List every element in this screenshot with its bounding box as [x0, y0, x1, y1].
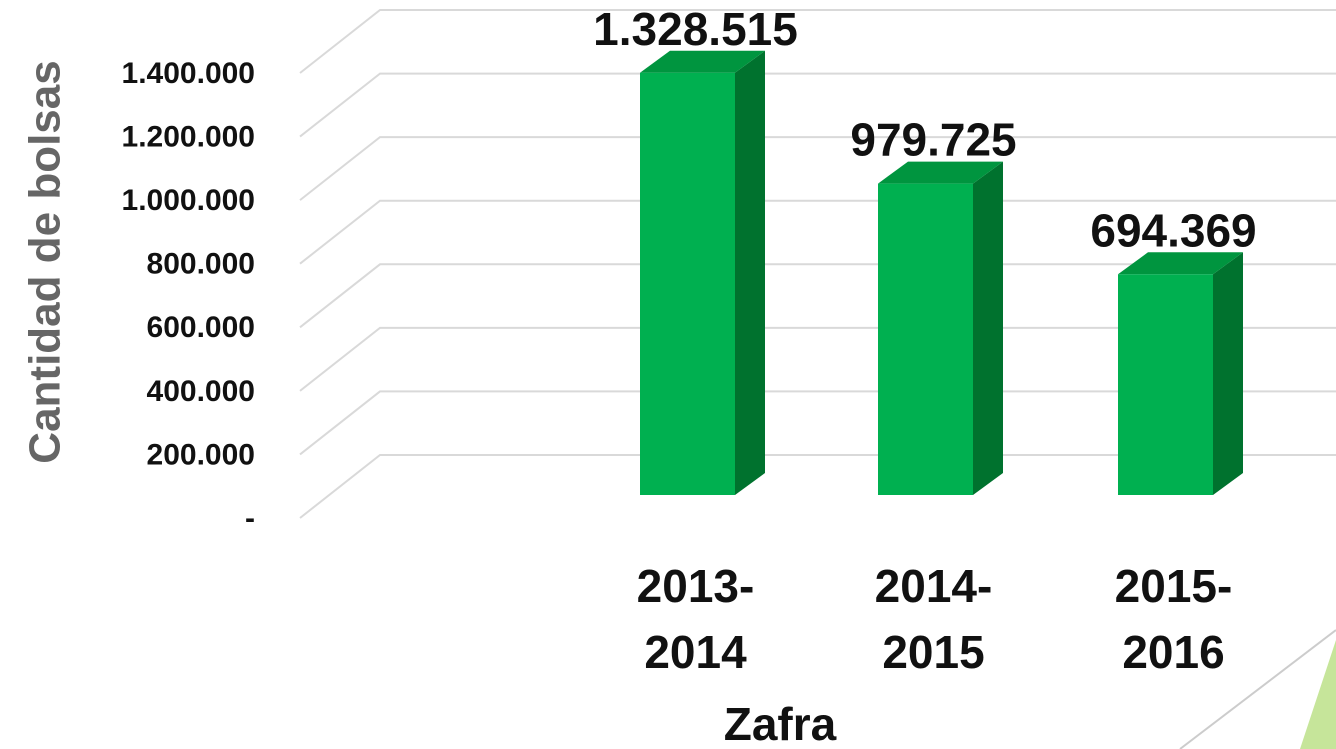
bar — [878, 161, 1003, 496]
y-tick-label: 1.000.000 — [122, 184, 255, 217]
x-axis-title: Zafra — [724, 698, 837, 749]
bar-side — [1213, 252, 1243, 495]
bar — [640, 50, 765, 496]
y-tick-label: 1.400.000 — [122, 57, 255, 90]
grid-line — [299, 454, 1336, 519]
grid-line — [299, 263, 1336, 329]
value-label: 1.328.515 — [593, 3, 798, 55]
value-label: 694.369 — [1090, 204, 1256, 256]
bar — [1118, 252, 1243, 495]
value-label: 979.725 — [850, 114, 1016, 166]
x-tick-label: 2015-2016 — [1115, 560, 1233, 678]
bar-front — [878, 183, 973, 496]
grid-line — [299, 72, 1336, 138]
y-tick-label: 200.000 — [147, 438, 255, 471]
bar-top — [640, 50, 765, 73]
x-tick-label: 2014-2015 — [875, 560, 993, 678]
y-tick-label: 800.000 — [147, 248, 255, 281]
y-tick-label: 1.200.000 — [122, 120, 255, 153]
bar-top — [1118, 252, 1243, 275]
grid-line — [299, 326, 1336, 392]
bar-side — [973, 161, 1003, 496]
bar-side — [735, 50, 765, 496]
grid-line — [299, 199, 1336, 265]
x-tick-label: 2013-2014 — [637, 560, 755, 678]
y-tick-label: 600.000 — [147, 311, 255, 344]
y-tick-label: 400.000 — [147, 375, 255, 408]
bar-front — [1118, 274, 1213, 495]
decor — [1300, 640, 1336, 749]
bar-top — [878, 161, 1003, 184]
y-tick-label: - — [245, 502, 255, 535]
bar-front — [640, 72, 735, 495]
grid-line — [299, 9, 1336, 74]
y-axis-title: Cantidad de bolsas — [21, 60, 70, 463]
grid-line — [299, 390, 1336, 456]
decor-line — [1179, 629, 1336, 749]
grid-line — [299, 136, 1336, 201]
